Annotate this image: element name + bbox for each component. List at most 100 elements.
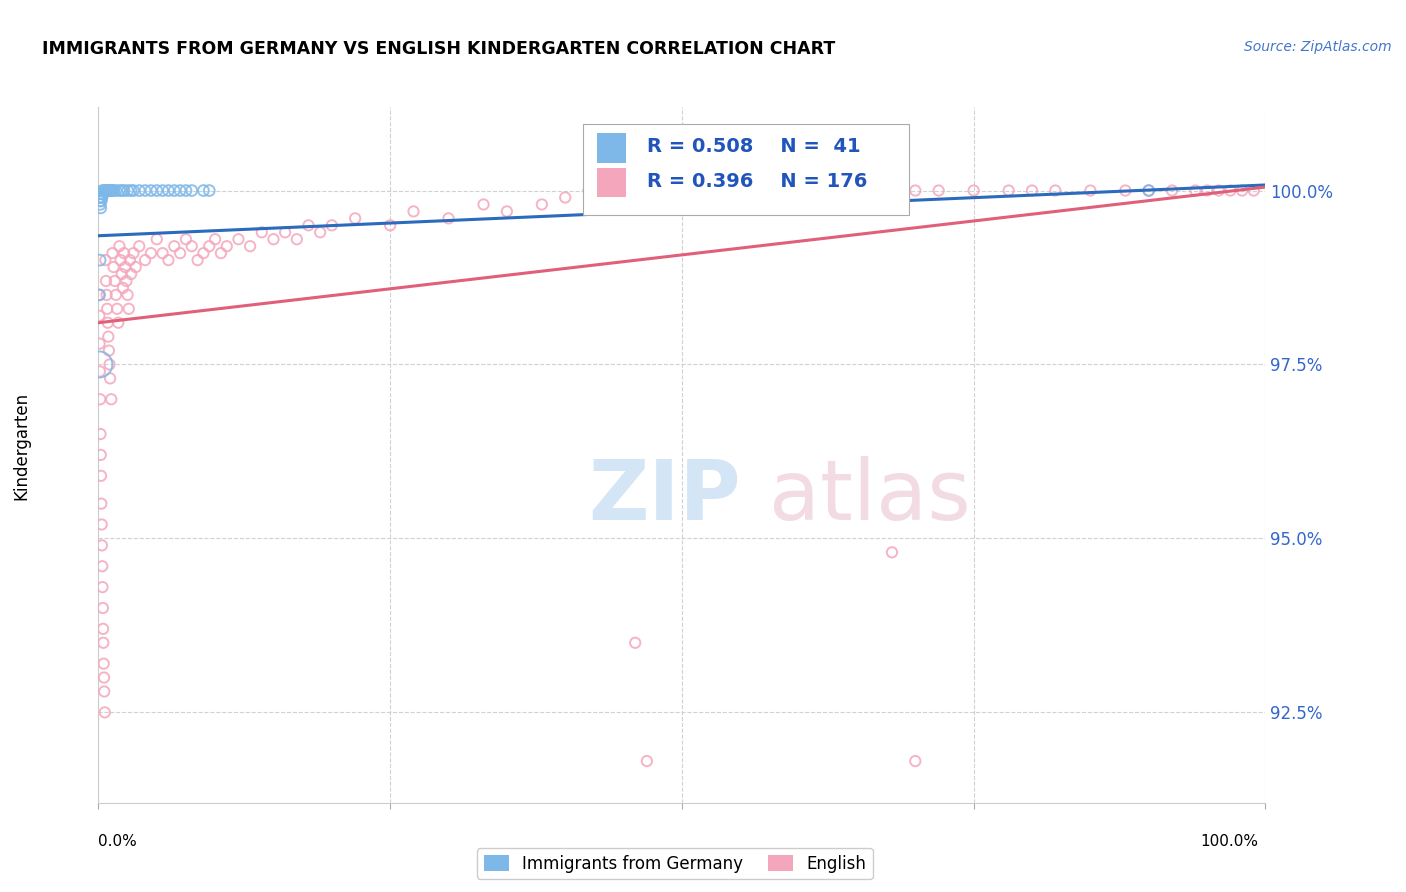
Point <box>111 184 134 198</box>
Point <box>262 232 284 246</box>
Point <box>108 184 131 198</box>
Point <box>187 253 209 268</box>
Point <box>1080 184 1102 198</box>
Point <box>90 190 112 204</box>
Point <box>94 253 117 268</box>
Point <box>89 288 111 302</box>
Point <box>128 184 150 198</box>
Point <box>100 184 122 198</box>
Point <box>97 316 120 330</box>
Point <box>91 184 114 198</box>
Point <box>174 232 197 246</box>
Point <box>89 253 111 268</box>
Point <box>93 671 115 685</box>
Point <box>90 194 112 208</box>
Point <box>250 225 273 239</box>
Legend: Immigrants from Germany, English: Immigrants from Germany, English <box>477 848 873 880</box>
Point <box>89 309 111 323</box>
Point <box>163 239 186 253</box>
Point <box>139 246 162 260</box>
Point <box>115 274 138 288</box>
Point <box>1137 184 1160 198</box>
Point <box>89 190 111 204</box>
Point <box>90 538 112 552</box>
Point <box>157 253 180 268</box>
Point <box>97 184 120 198</box>
Point <box>530 197 553 211</box>
Point <box>1197 184 1219 198</box>
Point <box>402 204 425 219</box>
Point <box>624 636 647 650</box>
Point <box>93 684 115 698</box>
Point <box>118 253 141 268</box>
Point <box>90 201 112 215</box>
Point <box>297 219 319 233</box>
Point <box>204 232 226 246</box>
Point <box>228 232 250 246</box>
Text: atlas: atlas <box>769 456 972 537</box>
Point <box>437 211 460 226</box>
Point <box>100 392 122 407</box>
Point <box>309 225 332 239</box>
FancyBboxPatch shape <box>582 124 910 215</box>
Point <box>647 184 669 198</box>
Point <box>239 239 262 253</box>
Point <box>91 622 114 636</box>
Point <box>134 184 156 198</box>
Point <box>198 184 221 198</box>
Point <box>139 184 162 198</box>
Point <box>152 246 174 260</box>
Point <box>89 427 111 442</box>
Point <box>636 754 658 768</box>
Point <box>117 288 139 302</box>
Point <box>101 246 124 260</box>
Point <box>1137 184 1160 198</box>
Point <box>152 184 174 198</box>
Point <box>472 197 495 211</box>
Point <box>163 184 186 198</box>
Point <box>89 358 111 372</box>
Point <box>1243 184 1265 198</box>
Point <box>90 448 112 462</box>
Point <box>122 184 145 198</box>
Point <box>90 497 112 511</box>
Point <box>1161 184 1184 198</box>
Text: R = 0.396    N = 176: R = 0.396 N = 176 <box>647 172 868 191</box>
Point <box>125 260 148 274</box>
Point <box>146 232 169 246</box>
Point <box>112 246 135 260</box>
Point <box>87 187 110 202</box>
Text: 100.0%: 100.0% <box>1201 834 1258 849</box>
Point <box>730 184 752 198</box>
Point <box>91 601 114 615</box>
Point <box>98 184 121 198</box>
Point <box>380 219 402 233</box>
Point <box>928 184 950 198</box>
Point <box>811 184 834 198</box>
Point <box>134 253 156 268</box>
Point <box>91 187 114 202</box>
Point <box>274 225 297 239</box>
Point <box>91 636 114 650</box>
Point <box>91 580 114 594</box>
Point <box>128 239 150 253</box>
Point <box>612 190 634 204</box>
Point <box>91 559 114 574</box>
Point <box>89 197 111 211</box>
Point <box>695 184 717 198</box>
Point <box>122 246 145 260</box>
Point <box>1045 184 1067 198</box>
Point <box>962 184 984 198</box>
Point <box>904 184 927 198</box>
Point <box>111 267 134 281</box>
Point <box>93 184 115 198</box>
Text: ZIP: ZIP <box>589 456 741 537</box>
Point <box>110 253 132 268</box>
Point <box>120 267 142 281</box>
Point <box>787 184 810 198</box>
Point <box>169 184 191 198</box>
Point <box>93 657 115 671</box>
Point <box>1230 184 1253 198</box>
Point <box>180 184 202 198</box>
Bar <box>596 169 626 197</box>
